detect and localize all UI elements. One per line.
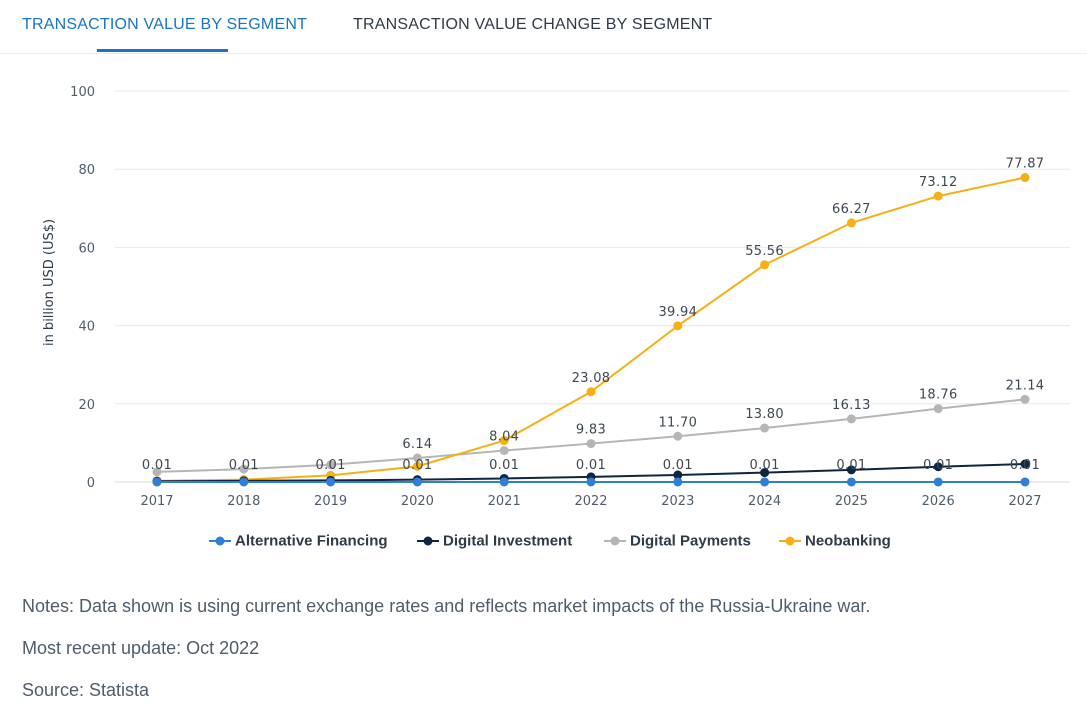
x-tick-label: 2017 bbox=[140, 494, 173, 509]
data-point bbox=[760, 477, 770, 487]
data-label: 16.13 bbox=[832, 398, 871, 413]
data-point bbox=[933, 191, 943, 201]
data-point bbox=[412, 453, 422, 463]
chart-update-date: Most recent update: Oct 2022 bbox=[22, 638, 260, 658]
data-point bbox=[673, 477, 683, 487]
legend-item-neobanking[interactable]: Neobanking bbox=[779, 532, 891, 550]
data-point bbox=[152, 477, 162, 487]
data-point bbox=[846, 218, 856, 228]
data-label: 77.87 bbox=[1006, 157, 1045, 172]
x-tick-label: 2018 bbox=[227, 494, 260, 509]
data-point bbox=[499, 477, 509, 487]
tab-bar: TRANSACTION VALUE BY SEGMENT TRANSACTION… bbox=[0, 0, 1087, 54]
line-chart: 0 20 40 60 80 100 in billion USD (US$) 2017 2018… bbox=[42, 85, 1070, 509]
data-point bbox=[326, 460, 336, 470]
data-point bbox=[673, 431, 683, 441]
y-tick-label: 0 bbox=[87, 476, 95, 491]
data-label: 0.01 bbox=[663, 458, 693, 473]
data-label: 0.01 bbox=[1010, 458, 1040, 473]
legend-label: Digital Investment bbox=[443, 532, 573, 550]
data-point bbox=[1020, 394, 1030, 404]
tab-transaction-value-change-by-segment[interactable]: TRANSACTION VALUE CHANGE BY SEGMENT bbox=[353, 16, 713, 33]
data-point bbox=[1020, 459, 1030, 469]
x-tick-label: 2025 bbox=[835, 494, 868, 509]
data-point bbox=[1020, 477, 1030, 487]
data-label: 13.80 bbox=[745, 407, 784, 422]
data-label: 0.01 bbox=[402, 458, 432, 473]
data-label: 73.12 bbox=[919, 175, 958, 190]
data-label: 0.01 bbox=[316, 458, 346, 473]
x-tick-label: 2024 bbox=[748, 494, 781, 509]
data-point bbox=[239, 477, 249, 487]
chart-notes: Notes: Data shown is using current excha… bbox=[22, 596, 871, 616]
legend-item-digital-payments[interactable]: Digital Payments bbox=[604, 532, 751, 550]
y-axis-label: in billion USD (US$) bbox=[42, 219, 57, 346]
y-tick-label: 80 bbox=[78, 163, 95, 178]
data-point bbox=[412, 461, 422, 471]
data-label: 0.01 bbox=[489, 458, 519, 473]
data-label: 0.01 bbox=[923, 458, 953, 473]
data-point bbox=[933, 462, 943, 472]
data-label: 6.14 bbox=[402, 437, 432, 452]
data-point bbox=[760, 260, 770, 270]
data-label: 8.04 bbox=[489, 430, 519, 445]
x-tick-label: 2019 bbox=[314, 494, 347, 509]
y-tick-label: 40 bbox=[78, 320, 95, 335]
data-point bbox=[586, 439, 596, 449]
data-label: 21.14 bbox=[1006, 378, 1045, 393]
legend-label: Neobanking bbox=[805, 532, 891, 550]
data-label: 18.76 bbox=[919, 388, 958, 403]
data-label: 0.01 bbox=[576, 458, 606, 473]
x-tick-label: 2027 bbox=[1008, 494, 1041, 509]
y-tick-label: 60 bbox=[78, 241, 95, 256]
data-point bbox=[586, 477, 596, 487]
y-tick-label: 100 bbox=[70, 85, 95, 100]
data-point bbox=[1020, 173, 1030, 183]
x-tick-label: 2021 bbox=[488, 494, 521, 509]
data-point bbox=[239, 464, 249, 474]
data-point bbox=[846, 477, 856, 487]
data-point bbox=[760, 423, 770, 433]
data-point bbox=[933, 477, 943, 487]
legend-marker-icon bbox=[604, 536, 626, 546]
x-tick-label: 2020 bbox=[401, 494, 434, 509]
data-point bbox=[760, 468, 770, 478]
legend-marker-icon bbox=[779, 536, 801, 546]
legend-item-digital-investment[interactable]: Digital Investment bbox=[417, 532, 572, 550]
data-point bbox=[586, 387, 596, 397]
x-tick-label: 2023 bbox=[661, 494, 694, 509]
data-point bbox=[846, 414, 856, 424]
x-tick-label: 2022 bbox=[574, 494, 607, 509]
chart-source: Source: Statista bbox=[22, 680, 150, 700]
data-point bbox=[499, 446, 509, 456]
data-point bbox=[326, 477, 336, 487]
data-label: 55.56 bbox=[745, 244, 784, 259]
data-point bbox=[152, 467, 162, 477]
y-tick-label: 20 bbox=[78, 398, 95, 413]
data-label: 0.01 bbox=[229, 458, 259, 473]
active-tab-indicator bbox=[97, 49, 228, 52]
data-label: 0.01 bbox=[836, 458, 866, 473]
x-tick-label: 2026 bbox=[922, 494, 955, 509]
chart-legend: Alternative Financing Digital Investment… bbox=[0, 532, 1087, 554]
legend-item-alternative-financing[interactable]: Alternative Financing bbox=[209, 532, 388, 550]
data-label: 39.94 bbox=[658, 305, 697, 320]
data-label: 0.01 bbox=[750, 458, 780, 473]
data-point bbox=[499, 436, 509, 446]
data-label: 66.27 bbox=[832, 202, 871, 217]
legend-marker-icon bbox=[417, 536, 439, 546]
tab-transaction-value-by-segment[interactable]: TRANSACTION VALUE BY SEGMENT bbox=[22, 16, 308, 33]
data-point bbox=[412, 477, 422, 487]
legend-label: Digital Payments bbox=[630, 532, 751, 550]
data-point bbox=[673, 321, 683, 331]
data-point bbox=[933, 404, 943, 414]
data-label: 11.70 bbox=[658, 415, 697, 430]
legend-marker-icon bbox=[209, 536, 231, 546]
data-label: 9.83 bbox=[576, 423, 606, 438]
legend-label: Alternative Financing bbox=[235, 532, 388, 550]
data-label: 23.08 bbox=[572, 371, 611, 386]
data-point bbox=[673, 470, 683, 480]
data-label: 0.01 bbox=[142, 458, 172, 473]
data-point bbox=[846, 465, 856, 475]
